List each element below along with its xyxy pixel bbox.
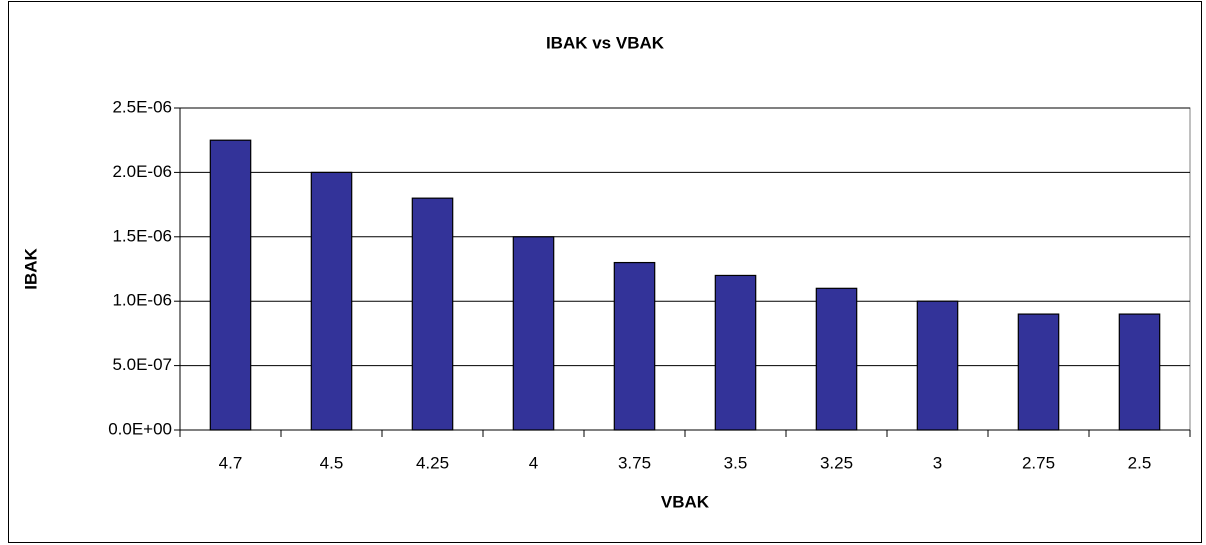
y-tick-label: 1.5E-06 [112,226,172,245]
y-tick-label: 5.0E-07 [112,355,172,374]
bar [310,171,353,431]
y-tick-label: 1.0E-06 [112,291,172,310]
bar [1017,313,1060,431]
x-tick-label: 2.5 [1128,453,1152,472]
x-tick-label: 4.7 [219,453,243,472]
chart-border [8,1,1202,543]
x-tick-label: 4.25 [416,453,449,472]
x-tick-label: 3.5 [724,453,748,472]
bar [916,300,959,431]
bar [613,261,656,431]
x-axis-label: VBAK [661,492,710,511]
x-tick-label: 3 [933,453,942,472]
x-tick-label: 4.5 [320,453,344,472]
x-tick-label: 2.75 [1022,453,1055,472]
chart-title: IBAK vs VBAK [546,33,665,52]
bar [714,274,757,431]
bar [209,139,252,431]
x-tick-label: 3.25 [820,453,853,472]
y-tick-label: 2.0E-06 [112,162,172,181]
bar [411,197,454,431]
bar [512,236,555,431]
y-axis-label: IBAK [21,248,40,290]
x-tick-label: 3.75 [618,453,651,472]
bar [815,287,858,431]
bar [1118,313,1161,431]
y-tick-label: 0.0E+00 [108,419,172,438]
x-tick-label: 4 [529,453,538,472]
y-tick-label: 2.5E-06 [112,97,172,116]
